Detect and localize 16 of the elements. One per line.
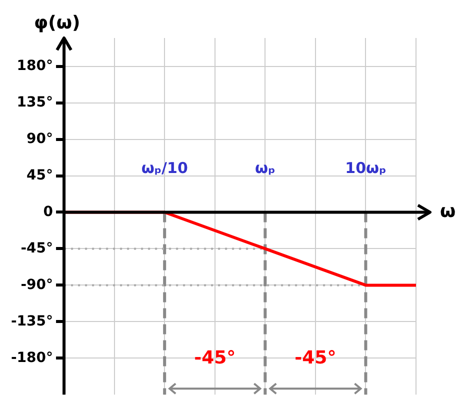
x-tick-label: ωₚ/10 — [141, 159, 188, 178]
annotation: -45° — [194, 347, 236, 368]
x-tick-label: ωₚ — [255, 159, 276, 178]
annotation: -45° — [294, 347, 336, 368]
y-axis-title: φ(ω) — [34, 12, 80, 34]
y-tick-label: 90° — [26, 130, 54, 147]
x-tick-label: 10ωₚ — [345, 159, 386, 178]
x-axis-title: ω — [440, 200, 456, 222]
y-tick-label: 45° — [26, 167, 54, 184]
y-tick-label: 180° — [16, 58, 54, 74]
y-tick-label: -45° — [20, 240, 54, 256]
y-tick-label: -90° — [20, 276, 54, 293]
y-tick-label: -135° — [10, 313, 54, 330]
y-tick-label: 135° — [16, 94, 54, 110]
y-tick-label: -180° — [10, 350, 54, 366]
y-tick-label: 0 — [43, 204, 54, 220]
